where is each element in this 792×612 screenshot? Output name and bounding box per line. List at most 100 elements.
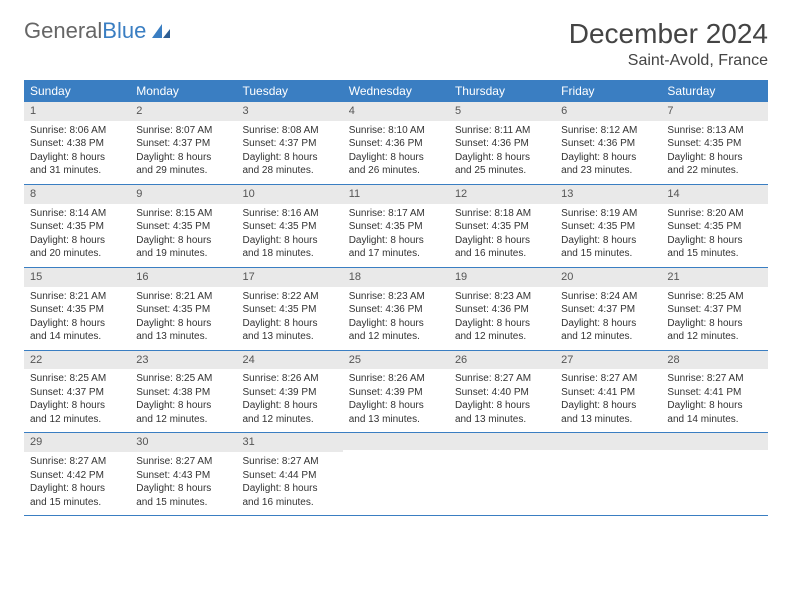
daylight-text: Daylight: 8 hours and 26 minutes. (349, 151, 443, 178)
daylight-text: Daylight: 8 hours and 22 minutes. (667, 151, 761, 178)
daylight-text: Daylight: 8 hours and 14 minutes. (667, 399, 761, 426)
daylight-text: Daylight: 8 hours and 15 minutes. (667, 234, 761, 261)
sunrise-text: Sunrise: 8:27 AM (667, 372, 761, 386)
sunset-text: Sunset: 4:37 PM (136, 137, 230, 151)
day-body: Sunrise: 8:25 AMSunset: 4:37 PMDaylight:… (661, 287, 767, 350)
day-number: 17 (236, 268, 342, 287)
day-body: Sunrise: 8:07 AMSunset: 4:37 PMDaylight:… (130, 121, 236, 184)
day-cell (343, 433, 449, 515)
day-number: 29 (24, 433, 130, 452)
day-cell (661, 433, 767, 515)
sunrise-text: Sunrise: 8:11 AM (455, 124, 549, 138)
day-cell: 2Sunrise: 8:07 AMSunset: 4:37 PMDaylight… (130, 102, 236, 184)
sunrise-text: Sunrise: 8:07 AM (136, 124, 230, 138)
day-cell (555, 433, 661, 515)
day-body: Sunrise: 8:20 AMSunset: 4:35 PMDaylight:… (661, 204, 767, 267)
daylight-text: Daylight: 8 hours and 28 minutes. (242, 151, 336, 178)
day-body: Sunrise: 8:23 AMSunset: 4:36 PMDaylight:… (343, 287, 449, 350)
sunrise-text: Sunrise: 8:27 AM (136, 455, 230, 469)
day-body: Sunrise: 8:27 AMSunset: 4:41 PMDaylight:… (555, 369, 661, 432)
weekday-header: Tuesday (236, 80, 342, 102)
daylight-text: Daylight: 8 hours and 13 minutes. (242, 317, 336, 344)
day-cell: 14Sunrise: 8:20 AMSunset: 4:35 PMDayligh… (661, 185, 767, 267)
daylight-text: Daylight: 8 hours and 19 minutes. (136, 234, 230, 261)
day-cell: 13Sunrise: 8:19 AMSunset: 4:35 PMDayligh… (555, 185, 661, 267)
daylight-text: Daylight: 8 hours and 12 minutes. (561, 317, 655, 344)
day-number: 20 (555, 268, 661, 287)
sunset-text: Sunset: 4:39 PM (349, 386, 443, 400)
sunrise-text: Sunrise: 8:27 AM (455, 372, 549, 386)
day-body: Sunrise: 8:26 AMSunset: 4:39 PMDaylight:… (343, 369, 449, 432)
day-cell: 3Sunrise: 8:08 AMSunset: 4:37 PMDaylight… (236, 102, 342, 184)
sunset-text: Sunset: 4:40 PM (455, 386, 549, 400)
day-cell: 10Sunrise: 8:16 AMSunset: 4:35 PMDayligh… (236, 185, 342, 267)
sunset-text: Sunset: 4:35 PM (136, 303, 230, 317)
sunset-text: Sunset: 4:35 PM (349, 220, 443, 234)
day-number: 16 (130, 268, 236, 287)
day-cell: 25Sunrise: 8:26 AMSunset: 4:39 PMDayligh… (343, 351, 449, 433)
day-cell: 26Sunrise: 8:27 AMSunset: 4:40 PMDayligh… (449, 351, 555, 433)
sunrise-text: Sunrise: 8:27 AM (30, 455, 124, 469)
day-cell: 29Sunrise: 8:27 AMSunset: 4:42 PMDayligh… (24, 433, 130, 515)
day-body: Sunrise: 8:25 AMSunset: 4:38 PMDaylight:… (130, 369, 236, 432)
day-body: Sunrise: 8:11 AMSunset: 4:36 PMDaylight:… (449, 121, 555, 184)
day-body: Sunrise: 8:25 AMSunset: 4:37 PMDaylight:… (24, 369, 130, 432)
sunset-text: Sunset: 4:35 PM (561, 220, 655, 234)
sunset-text: Sunset: 4:38 PM (30, 137, 124, 151)
brand-logo: GeneralBlue (24, 18, 172, 44)
daylight-text: Daylight: 8 hours and 20 minutes. (30, 234, 124, 261)
day-cell: 8Sunrise: 8:14 AMSunset: 4:35 PMDaylight… (24, 185, 130, 267)
day-body: Sunrise: 8:24 AMSunset: 4:37 PMDaylight:… (555, 287, 661, 350)
sunset-text: Sunset: 4:35 PM (30, 220, 124, 234)
day-body: Sunrise: 8:19 AMSunset: 4:35 PMDaylight:… (555, 204, 661, 267)
sunrise-text: Sunrise: 8:17 AM (349, 207, 443, 221)
day-cell: 17Sunrise: 8:22 AMSunset: 4:35 PMDayligh… (236, 268, 342, 350)
daylight-text: Daylight: 8 hours and 17 minutes. (349, 234, 443, 261)
day-cell: 1Sunrise: 8:06 AMSunset: 4:38 PMDaylight… (24, 102, 130, 184)
day-number: 3 (236, 102, 342, 121)
day-cell (449, 433, 555, 515)
sunset-text: Sunset: 4:35 PM (30, 303, 124, 317)
daylight-text: Daylight: 8 hours and 12 minutes. (242, 399, 336, 426)
day-number: 12 (449, 185, 555, 204)
sunset-text: Sunset: 4:39 PM (242, 386, 336, 400)
daylight-text: Daylight: 8 hours and 18 minutes. (242, 234, 336, 261)
daylight-text: Daylight: 8 hours and 16 minutes. (242, 482, 336, 509)
day-number: 28 (661, 351, 767, 370)
day-body: Sunrise: 8:16 AMSunset: 4:35 PMDaylight:… (236, 204, 342, 267)
sunrise-text: Sunrise: 8:14 AM (30, 207, 124, 221)
sunrise-text: Sunrise: 8:26 AM (242, 372, 336, 386)
daylight-text: Daylight: 8 hours and 15 minutes. (30, 482, 124, 509)
sunset-text: Sunset: 4:36 PM (455, 137, 549, 151)
sunrise-text: Sunrise: 8:21 AM (30, 290, 124, 304)
day-number: 23 (130, 351, 236, 370)
sunrise-text: Sunrise: 8:19 AM (561, 207, 655, 221)
day-cell: 21Sunrise: 8:25 AMSunset: 4:37 PMDayligh… (661, 268, 767, 350)
day-body: Sunrise: 8:21 AMSunset: 4:35 PMDaylight:… (24, 287, 130, 350)
sunset-text: Sunset: 4:37 PM (242, 137, 336, 151)
daylight-text: Daylight: 8 hours and 15 minutes. (136, 482, 230, 509)
calendar-grid: SundayMondayTuesdayWednesdayThursdayFrid… (24, 80, 768, 516)
logo-sail-icon (150, 22, 172, 40)
day-number: 4 (343, 102, 449, 121)
day-number: 31 (236, 433, 342, 452)
sunrise-text: Sunrise: 8:12 AM (561, 124, 655, 138)
day-number: 24 (236, 351, 342, 370)
day-body: Sunrise: 8:06 AMSunset: 4:38 PMDaylight:… (24, 121, 130, 184)
weekday-header: Thursday (449, 80, 555, 102)
sunrise-text: Sunrise: 8:23 AM (455, 290, 549, 304)
sunrise-text: Sunrise: 8:20 AM (667, 207, 761, 221)
daylight-text: Daylight: 8 hours and 13 minutes. (136, 317, 230, 344)
sunset-text: Sunset: 4:35 PM (667, 137, 761, 151)
week-row: 22Sunrise: 8:25 AMSunset: 4:37 PMDayligh… (24, 351, 768, 434)
sunrise-text: Sunrise: 8:25 AM (667, 290, 761, 304)
day-cell: 5Sunrise: 8:11 AMSunset: 4:36 PMDaylight… (449, 102, 555, 184)
weekday-header-row: SundayMondayTuesdayWednesdayThursdayFrid… (24, 80, 768, 102)
day-body: Sunrise: 8:18 AMSunset: 4:35 PMDaylight:… (449, 204, 555, 267)
day-number: 13 (555, 185, 661, 204)
day-cell: 16Sunrise: 8:21 AMSunset: 4:35 PMDayligh… (130, 268, 236, 350)
daylight-text: Daylight: 8 hours and 13 minutes. (455, 399, 549, 426)
sunset-text: Sunset: 4:35 PM (242, 303, 336, 317)
sunrise-text: Sunrise: 8:16 AM (242, 207, 336, 221)
day-number: 6 (555, 102, 661, 121)
